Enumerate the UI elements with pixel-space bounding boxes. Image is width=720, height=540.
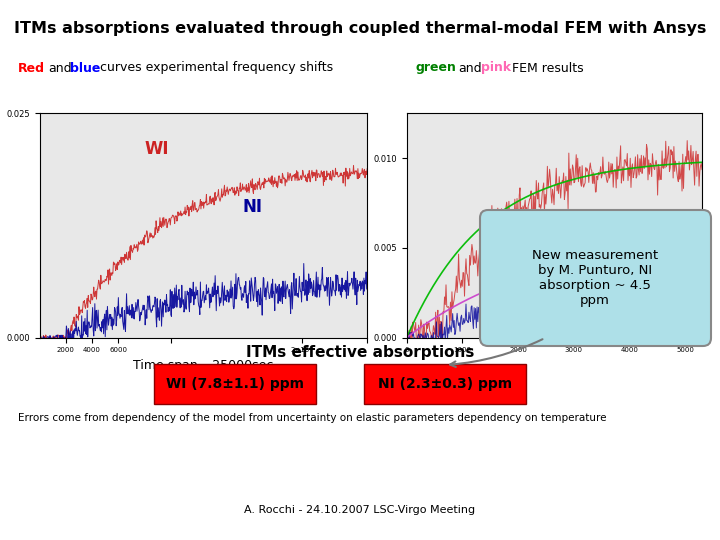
Text: A. Rocchi - 24.10.2007 LSC-Virgo Meeting: A. Rocchi - 24.10.2007 LSC-Virgo Meeting [244, 505, 476, 515]
Text: ITMs effective absorptions: ITMs effective absorptions [246, 345, 474, 360]
Text: NI (2.3±0.3) ppm: NI (2.3±0.3) ppm [378, 377, 512, 391]
Text: FEM results: FEM results [512, 62, 584, 75]
Text: Red: Red [18, 62, 45, 75]
Text: green: green [415, 62, 456, 75]
X-axis label: Time span ~25000sec: Time span ~25000sec [133, 359, 274, 372]
Text: New measurement
by M. Punturo, NI
absorption ~ 4.5
ppm: New measurement by M. Punturo, NI absorp… [532, 249, 658, 307]
Text: pink: pink [481, 62, 511, 75]
FancyBboxPatch shape [154, 364, 316, 404]
Text: WI (7.8±1.1) ppm: WI (7.8±1.1) ppm [166, 377, 304, 391]
Text: Errors come from dependency of the model from uncertainty on elastic parameters : Errors come from dependency of the model… [18, 413, 606, 423]
Text: blue: blue [70, 62, 100, 75]
FancyBboxPatch shape [480, 210, 711, 346]
Text: NI: NI [243, 198, 263, 216]
Text: curves experimental frequency shifts: curves experimental frequency shifts [100, 62, 333, 75]
Text: WI: WI [145, 140, 169, 158]
Text: and: and [48, 62, 71, 75]
Text: and: and [458, 62, 482, 75]
FancyBboxPatch shape [364, 364, 526, 404]
Text: ITMs absorptions evaluated through coupled thermal-modal FEM with Ansys: ITMs absorptions evaluated through coupl… [14, 21, 706, 36]
